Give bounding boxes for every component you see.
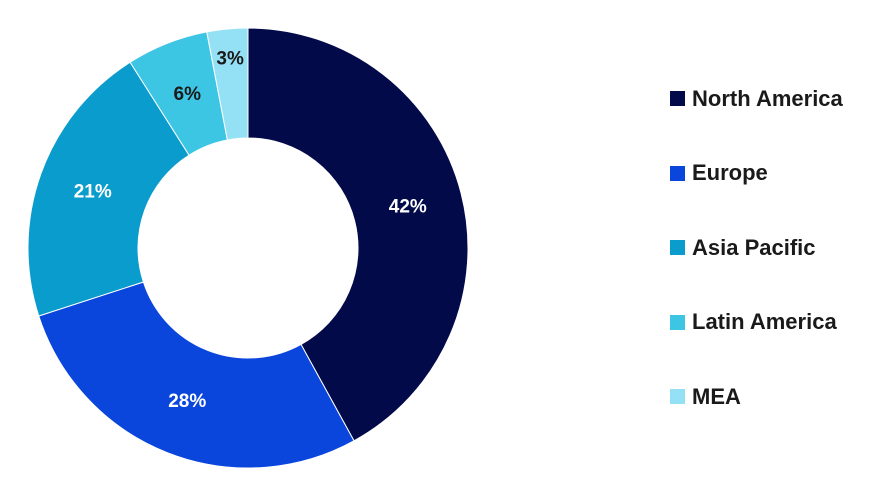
legend-label: North America — [692, 85, 843, 111]
legend-label: Latin America — [692, 309, 837, 334]
legend-item-asia-pacific: Asia Pacific — [670, 229, 880, 266]
legend-swatch — [670, 91, 685, 106]
chart-legend: North America Europe Asia Pacific Latin Ame… — [670, 80, 880, 453]
donut-slices — [27, 27, 469, 469]
legend-swatch — [670, 389, 685, 404]
donut-slice-north-america — [247, 27, 469, 442]
donut-slice-europe — [38, 281, 355, 469]
legend-swatch — [670, 165, 685, 181]
legend-item-latin-america: Latin America — [670, 304, 880, 341]
donut-slice-asia-pacific — [27, 61, 190, 317]
donut-slice-mea — [206, 27, 249, 141]
legend-label: Asia Pacific — [692, 234, 816, 260]
legend-swatch — [670, 240, 685, 255]
legend-item-europe: Europe — [670, 155, 880, 192]
slice-label-asia-pacific: 21% — [74, 182, 112, 203]
legend-item-north-america: North America — [670, 80, 880, 117]
slice-label-europe: 28% — [168, 391, 206, 412]
legend-swatch — [670, 314, 685, 330]
legend-label: MEA — [692, 383, 741, 409]
slice-label-mea: 3% — [216, 48, 244, 69]
legend-label: Europe — [692, 160, 768, 185]
slice-label-latin-america: 6% — [174, 84, 202, 105]
donut-slice-labels: 42% 28% 21% 6% 3% — [74, 48, 427, 412]
legend-item-mea: MEA — [670, 378, 880, 415]
slice-label-north-america: 42% — [389, 196, 427, 217]
